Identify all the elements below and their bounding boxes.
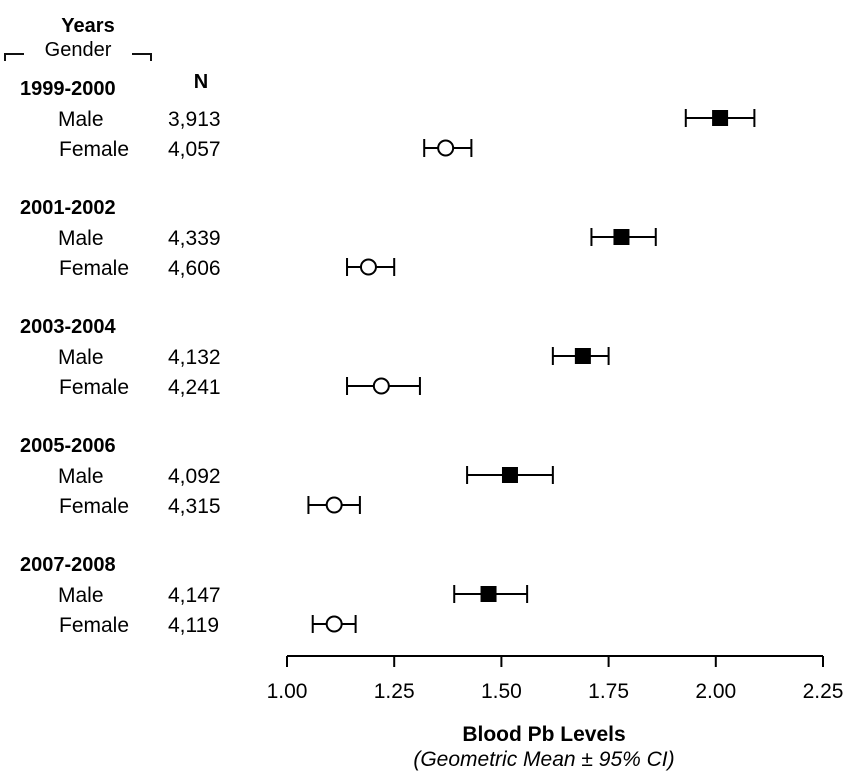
x-tick-label: 1.50 xyxy=(481,680,522,703)
female-mean-marker xyxy=(325,496,343,514)
gender-label: Male xyxy=(58,584,104,607)
n-header: N xyxy=(194,71,208,93)
n-value: 3,913 xyxy=(168,108,221,131)
female-mean-marker xyxy=(325,615,343,633)
gender-bracket xyxy=(4,53,152,61)
male-mean-marker xyxy=(480,586,497,602)
x-axis: 1.00 1.25 1.50 1.75 2.00 2.25 xyxy=(267,655,844,703)
year-label: 2007-2008 xyxy=(20,554,116,576)
x-tick-label: 1.25 xyxy=(374,680,415,703)
gender-label: Female xyxy=(59,614,129,637)
n-value: 4,092 xyxy=(168,465,221,488)
female-mean-marker xyxy=(372,377,390,395)
x-axis-subtitle: (Geometric Mean ± 95% CI) xyxy=(413,748,674,771)
gender-header: Gender xyxy=(45,39,112,61)
column-header: Years Gender N xyxy=(4,15,208,93)
male-mean-marker xyxy=(501,467,518,483)
year-label: 2005-2006 xyxy=(20,435,116,457)
gender-label: Female xyxy=(59,138,129,161)
n-value: 4,147 xyxy=(168,584,221,607)
male-mean-marker xyxy=(574,348,591,364)
x-tick-label: 1.75 xyxy=(588,680,629,703)
year-group: 1999-2000 Male 3,913 Female 4,057 xyxy=(20,78,756,161)
n-value: 4,119 xyxy=(168,614,219,637)
n-value: 4,057 xyxy=(168,138,221,161)
gender-label: Male xyxy=(58,108,104,131)
year-group: 2007-2008 Male 4,147 Female 4,119 xyxy=(20,554,529,637)
years-header: Years xyxy=(61,15,114,37)
female-mean-marker xyxy=(437,139,455,157)
x-tick-label: 2.00 xyxy=(695,680,736,703)
n-value: 4,241 xyxy=(168,376,221,399)
rows: 1999-2000 Male 3,913 Female 4,057 2001-2002 Ma… xyxy=(20,78,756,637)
x-tick-label: 1.00 xyxy=(267,680,308,703)
female-mean-marker xyxy=(359,258,377,276)
gender-label: Male xyxy=(58,465,104,488)
n-value: 4,132 xyxy=(168,346,221,369)
n-value: 4,606 xyxy=(168,257,221,280)
x-axis-title: Blood Pb Levels xyxy=(462,723,625,746)
gender-label: Female xyxy=(59,495,129,518)
year-group: 2005-2006 Male 4,092 Female 4,315 xyxy=(20,435,554,518)
year-label: 2003-2004 xyxy=(20,316,117,338)
gender-label: Female xyxy=(59,376,129,399)
gender-label: Male xyxy=(58,227,104,250)
year-group: 2001-2002 Male 4,339 Female 4,606 xyxy=(20,197,657,280)
year-label: 1999-2000 xyxy=(20,78,116,100)
gender-label: Female xyxy=(59,257,129,280)
male-mean-marker xyxy=(712,110,729,126)
year-group: 2003-2004 Male 4,132 Female 4,241 xyxy=(20,316,610,399)
x-tick-label: 2.25 xyxy=(803,680,844,703)
n-value: 4,315 xyxy=(168,495,221,518)
gender-label: Male xyxy=(58,346,104,369)
year-label: 2001-2002 xyxy=(20,197,116,219)
n-value: 4,339 xyxy=(168,227,221,250)
male-mean-marker xyxy=(613,229,630,245)
